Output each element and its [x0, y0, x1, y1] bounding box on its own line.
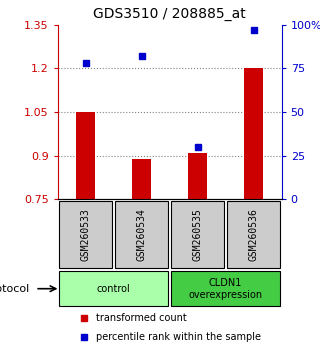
Bar [244, 68, 263, 199]
Text: CLDN1
overexpression: CLDN1 overexpression [188, 278, 263, 299]
Bar [171, 271, 280, 306]
Bar [59, 271, 168, 306]
Bar [76, 112, 95, 199]
Text: percentile rank within the sample: percentile rank within the sample [96, 332, 261, 342]
Text: GSM260536: GSM260536 [249, 208, 259, 261]
Text: GSM260533: GSM260533 [81, 208, 91, 261]
Bar [132, 159, 151, 199]
Bar [59, 201, 113, 268]
Bar [188, 153, 207, 199]
Text: control: control [97, 284, 131, 294]
Text: GSM260535: GSM260535 [193, 208, 203, 261]
Bar [171, 201, 224, 268]
Bar [115, 201, 168, 268]
Title: GDS3510 / 208885_at: GDS3510 / 208885_at [93, 7, 246, 21]
Text: protocol: protocol [0, 284, 29, 294]
Text: transformed count: transformed count [96, 313, 187, 323]
Bar [227, 201, 280, 268]
Text: GSM260534: GSM260534 [137, 208, 147, 261]
